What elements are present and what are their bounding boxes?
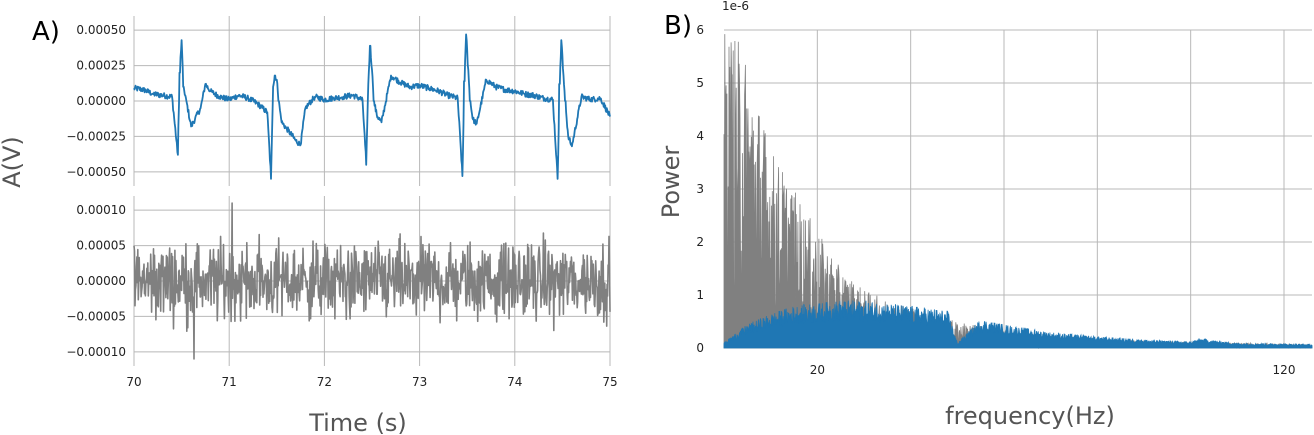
y-tick-label: 2	[696, 235, 704, 249]
panel-b-series-signal	[723, 300, 1313, 349]
panel-b-yticks: 0 1 2 3 4 5 6	[696, 23, 704, 355]
panel-b-label: B)	[664, 11, 692, 41]
x-tick-label: 75	[602, 375, 617, 389]
y-tick-label: 6	[696, 23, 704, 37]
y-tick-label: 0.00000	[76, 274, 126, 288]
y-tick-label: 3	[696, 182, 704, 196]
y-tick-label: −0.00050	[66, 165, 126, 179]
y-tick-label: 0.00000	[76, 94, 126, 108]
panel-a-top-yticks: 0.00050 0.00025 0.00000 −0.00025 −0.00050	[66, 23, 126, 179]
panel-a-top-grid	[133, 16, 611, 186]
y-tick-label: 0.00050	[76, 23, 126, 37]
panel-b-offset-text: 1e-6	[722, 0, 749, 13]
x-tick-label: 73	[412, 375, 427, 389]
y-tick-label: −0.00010	[66, 345, 126, 359]
y-tick-label: 4	[696, 129, 704, 143]
panel-a-bottom-xticks: 70 71 72 73 74 75	[126, 375, 617, 389]
panel-b-series-noise	[723, 34, 1313, 350]
panel-b-ylabel: Power	[657, 146, 685, 219]
panel-a-label: A)	[32, 17, 60, 47]
panel-a-xlabel: Time (s)	[308, 409, 407, 435]
y-tick-label: 1	[696, 288, 704, 302]
panel-a-top-axes: 0.00050 0.00025 0.00000 −0.00025 −0.00050	[66, 16, 611, 186]
y-tick-label: 0.00025	[76, 59, 126, 73]
x-tick-label: 74	[507, 375, 522, 389]
panel-a-bottom-axes: 0.00010 0.00005 0.00000 −0.00005 −0.00010 70…	[66, 196, 618, 389]
panel-b-xlabel: frequency(Hz)	[945, 402, 1115, 430]
y-tick-label: 0.00010	[76, 203, 126, 217]
panel-a-bottom-yticks: 0.00010 0.00005 0.00000 −0.00005 −0.00010	[66, 203, 126, 359]
panel-a-bottom-series-line	[133, 202, 611, 360]
y-tick-label: −0.00025	[66, 129, 126, 143]
panel-b-xticks: 20 120	[810, 363, 1296, 377]
x-tick-label: 120	[1273, 363, 1296, 377]
panel-b-axes: 0 1 2 3 4 5 6 20 120	[696, 23, 1313, 377]
panel-a-ylabel: A(V)	[0, 136, 26, 188]
x-tick-label: 71	[222, 375, 237, 389]
y-tick-label: 5	[696, 76, 704, 90]
panel-a-top-series-line	[133, 33, 611, 180]
x-tick-label: 72	[317, 375, 332, 389]
x-tick-label: 20	[810, 363, 825, 377]
y-tick-label: −0.00005	[66, 309, 126, 323]
y-tick-label: 0.00005	[76, 239, 126, 253]
y-tick-label: 0	[696, 341, 704, 355]
x-tick-label: 70	[126, 375, 141, 389]
